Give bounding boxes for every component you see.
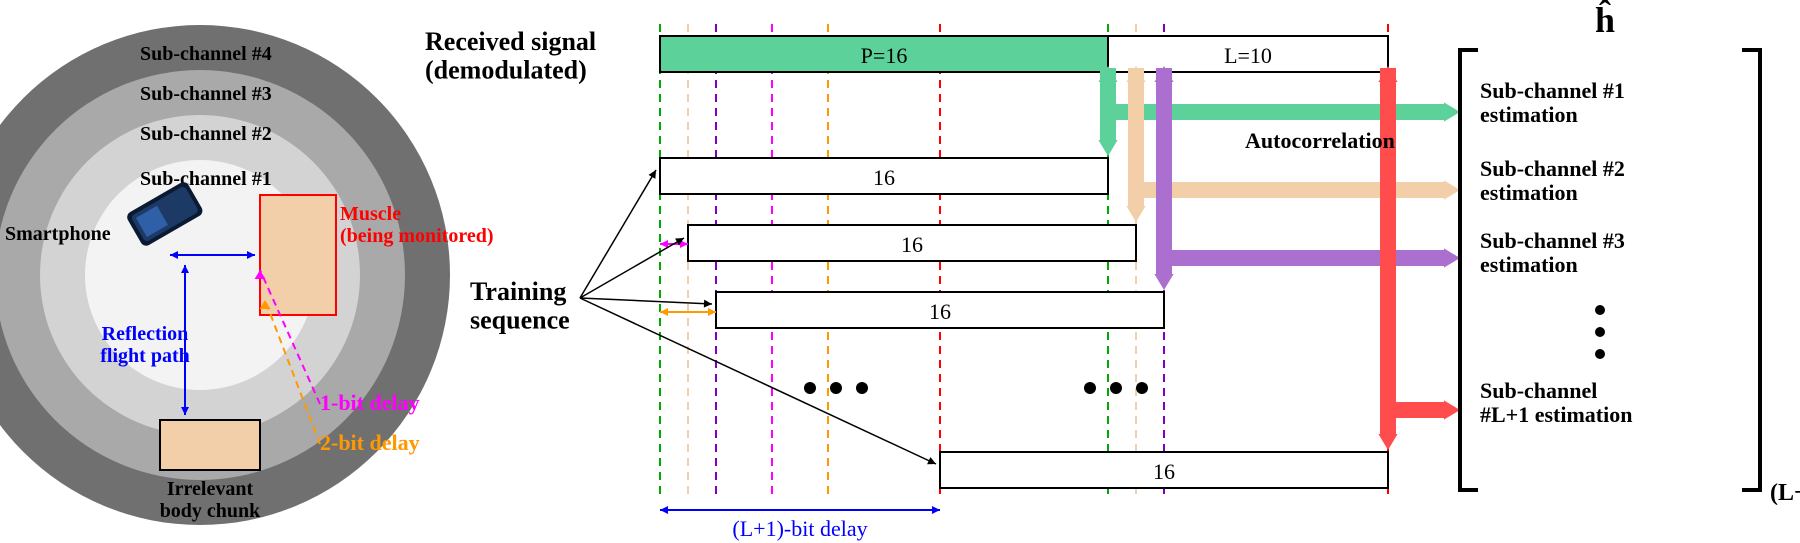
svg-text:(L+1)-bit delay: (L+1)-bit delay <box>732 516 867 541</box>
svg-text:sequence: sequence <box>470 306 570 335</box>
received-signal-bar <box>660 36 1388 72</box>
smartphone-icon <box>100 190 200 270</box>
training-sequence-row <box>940 452 1388 488</box>
training-sequence-row <box>688 225 1136 261</box>
svg-text:Training: Training <box>470 277 566 306</box>
muscle-box <box>260 195 336 315</box>
svg-text:ĥ: ĥ <box>1595 0 1615 40</box>
svg-text:Autocorrelation: Autocorrelation <box>1245 128 1395 153</box>
training-sequence-row <box>716 292 1164 328</box>
svg-text:Received signal: Received signal <box>425 27 596 56</box>
svg-text:(L+1)×1: (L+1)×1 <box>1770 480 1800 506</box>
training-sequence-row <box>660 158 1108 194</box>
h-hat-vector-bracket <box>1460 50 1760 490</box>
irrelevant-chunk-box <box>160 420 260 470</box>
